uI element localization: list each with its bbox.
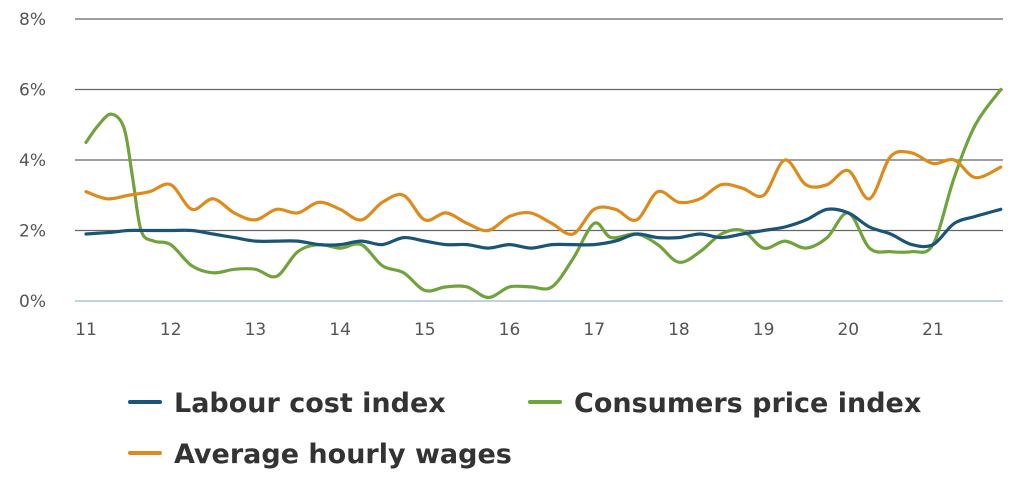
legend-item-consumers-price-index: Consumers price index [528,388,921,419]
x-tick-label: 21 [922,320,944,340]
legend-label: Consumers price index [574,388,921,419]
x-tick-label: 16 [499,320,521,340]
y-tick-label: 8% [19,10,46,30]
y-axis-tick-labels: 0% 2% 4% 6% 8% [19,10,46,312]
y-tick-label: 2% [19,222,46,242]
legend-label: Labour cost index [174,388,446,419]
x-axis-tick-labels: 11 12 13 14 15 16 17 18 19 20 21 [75,320,944,340]
legend-item-labour-cost-index: Labour cost index [128,388,446,419]
x-tick-label: 18 [668,320,690,340]
legend-label: Average hourly wages [174,439,512,470]
x-tick-label: 12 [160,320,182,340]
x-tick-label: 11 [75,320,97,340]
y-tick-label: 0% [19,292,46,312]
y-tick-label: 4% [19,151,46,171]
x-tick-label: 17 [583,320,605,340]
series-line-consumers-price-index [84,87,1003,300]
x-tick-label: 13 [245,320,267,340]
x-tick-label: 15 [414,320,436,340]
x-tick-label: 19 [753,320,775,340]
y-tick-label: 6% [19,81,46,101]
gridlines [75,18,1003,302]
x-tick-label: 14 [329,320,351,340]
x-tick-label: 20 [837,320,859,340]
series-lines [84,87,1003,300]
series-line-average-hourly-wages [84,149,1003,236]
legend-item-average-hourly-wages: Average hourly wages [128,439,512,470]
legend: Labour cost index Consumers price index Av… [128,388,921,470]
series-line-labour-cost-index [84,207,1003,250]
